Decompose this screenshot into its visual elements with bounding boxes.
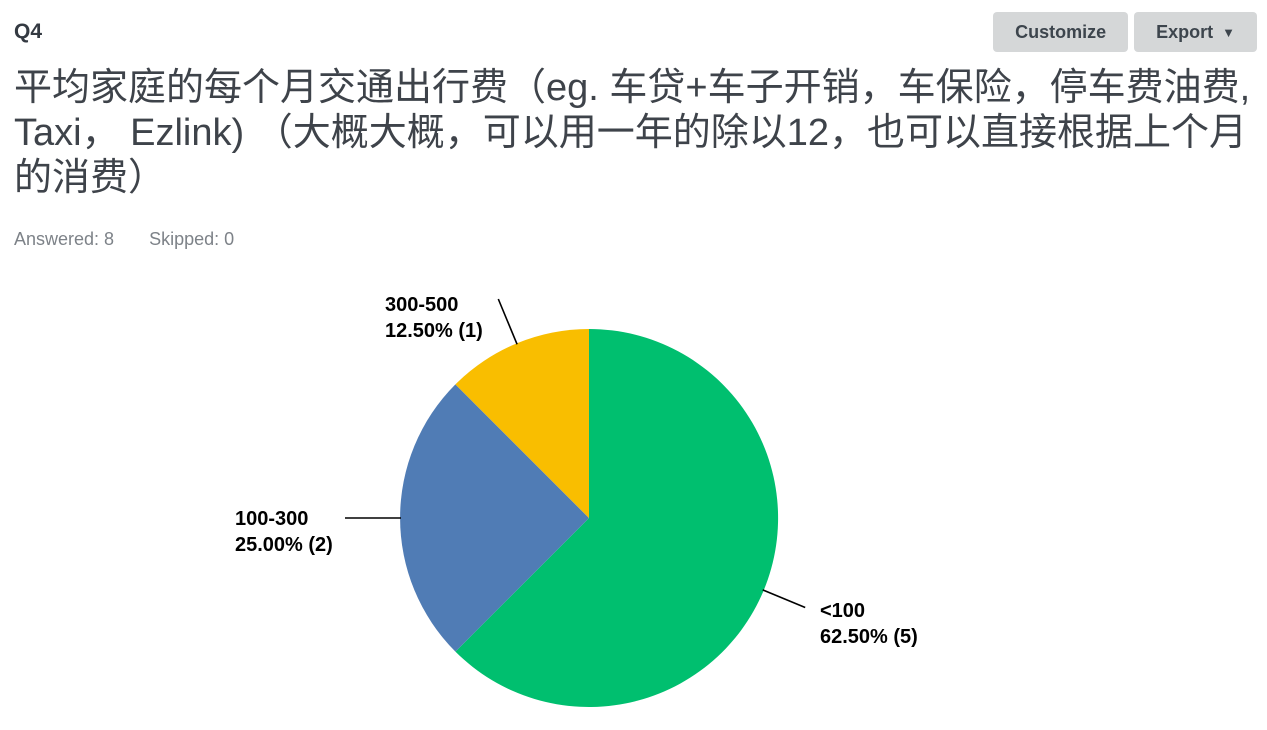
slice-label-value: 25.00% (2) bbox=[235, 534, 333, 556]
customize-button-label: Customize bbox=[1015, 21, 1107, 42]
pie-slice-300-500[interactable] bbox=[455, 329, 589, 518]
slice-label-300-500: 300-500 12.50% (1) bbox=[385, 292, 483, 344]
export-button[interactable]: Export ▼ bbox=[1134, 12, 1257, 52]
question-number: Q4 bbox=[14, 20, 43, 43]
response-stats: Answered: 8 Skipped: 0 bbox=[0, 201, 1267, 250]
skipped-count: Skipped: 0 bbox=[149, 229, 235, 249]
header-buttons: Customize Export ▼ bbox=[993, 12, 1257, 52]
slice-label-category: <100 bbox=[820, 600, 866, 622]
chevron-down-icon: ▼ bbox=[1222, 24, 1235, 40]
slice-label-category: 300-500 bbox=[385, 294, 459, 316]
slice-label--100: <100 62.50% (5) bbox=[820, 598, 918, 650]
header: Q4 Customize Export ▼ bbox=[0, 0, 1267, 52]
answered-count: Answered: 8 bbox=[14, 229, 115, 249]
slice-label-value: 12.50% (1) bbox=[385, 320, 483, 342]
pie-slice--100[interactable] bbox=[455, 328, 779, 707]
question-title: 平均家庭的每个月交通出行费（eg. 车贷+车子开销，车保险，停车费油费, Tax… bbox=[14, 67, 1251, 199]
label-leader-line bbox=[497, 298, 518, 345]
label-leader-line bbox=[762, 589, 806, 609]
slice-label-value: 62.50% (5) bbox=[820, 626, 918, 648]
slice-label-100-300: 100-300 25.00% (2) bbox=[235, 506, 333, 558]
customize-button[interactable]: Customize bbox=[993, 12, 1129, 52]
export-button-label: Export bbox=[1156, 21, 1214, 42]
slice-label-category: 100-300 bbox=[235, 508, 309, 530]
pie-slice-100-300[interactable] bbox=[400, 384, 589, 652]
